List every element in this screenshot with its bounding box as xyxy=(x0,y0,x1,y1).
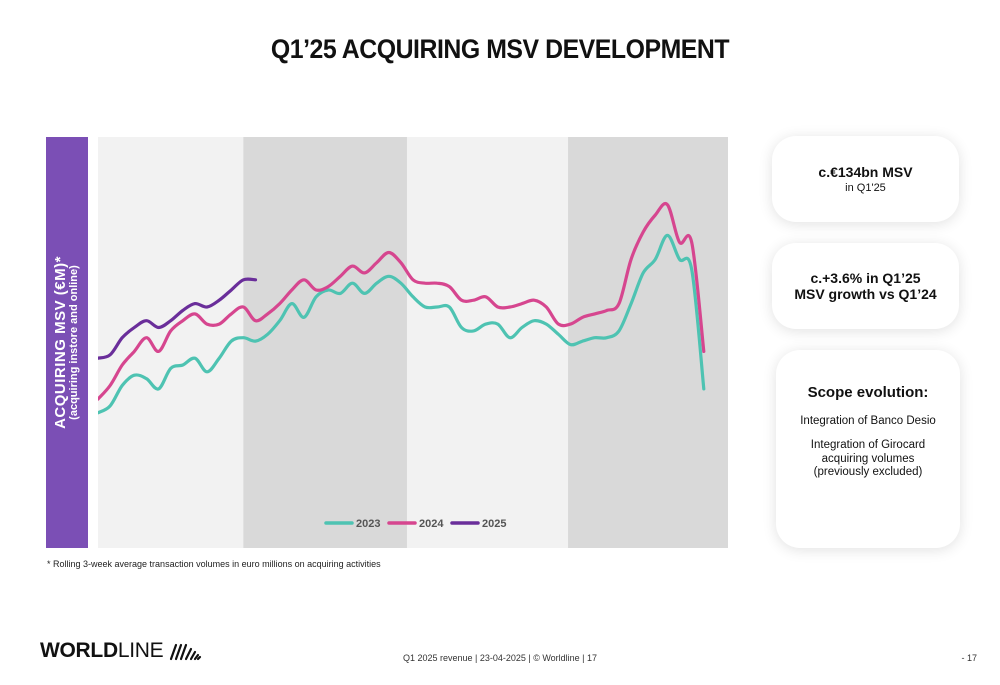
legend-label-2024: 2024 xyxy=(419,518,444,530)
logo-text-bold: WORLD xyxy=(40,639,118,662)
msv-growth-line2: MSV growth vs Q1’24 xyxy=(794,286,937,302)
y-axis-label-main: ACQUIRING MSV (€M)* xyxy=(52,256,70,429)
page-number: - 17 xyxy=(961,653,977,663)
series-line-2024 xyxy=(98,202,706,401)
msv-growth-card: c.+3.6% in Q1’25 MSV growth vs Q1’24 xyxy=(772,243,959,329)
msv-total-card: c.€134bn MSV in Q1'25 xyxy=(772,136,959,222)
chart-background-bands xyxy=(98,137,728,548)
msv-total-headline: c.€134bn MSV xyxy=(818,164,913,180)
y-axis-label-sub: (acquiring instore and online) xyxy=(68,265,81,420)
series-line-2025 xyxy=(98,277,258,360)
worldline-logo: WORLD LINE xyxy=(40,639,203,663)
worldline-wave-icon xyxy=(170,643,202,661)
scope-evolution-card: Scope evolution: Integration of Banco De… xyxy=(776,350,960,548)
legend-label-2025: 2025 xyxy=(482,518,506,530)
page-title: Q1’25 ACQUIRING MSV DEVELOPMENT xyxy=(270,34,730,64)
legend-label-2023: 2023 xyxy=(356,518,380,530)
footer-info: Q1 2025 revenue | 23-04-2025 | © Worldli… xyxy=(402,653,598,663)
chart-series-lines xyxy=(98,202,706,415)
msv-line-chart: 2023 2024 2025 xyxy=(98,137,728,548)
logo-text-light: LINE xyxy=(117,639,164,662)
y-axis-label: ACQUIRING MSV (€M)* (acquiring instore a… xyxy=(46,137,88,548)
msv-total-sub: in Q1'25 xyxy=(845,182,886,194)
scope-evolution-title: Scope evolution: xyxy=(807,384,929,401)
msv-growth-line1: c.+3.6% in Q1’25 xyxy=(810,270,921,286)
chart-legend: 2023 2024 2025 xyxy=(324,518,506,530)
scope-item-girocard: Integration of Girocard acquiring volume… xyxy=(810,438,926,479)
y-axis-label-bar: ACQUIRING MSV (€M)* (acquiring instore a… xyxy=(46,137,88,548)
shaded-band-1 xyxy=(243,137,407,548)
series-line-2023 xyxy=(98,233,706,415)
chart-footnote: * Rolling 3-week average transaction vol… xyxy=(47,559,381,569)
scope-item-banco-desio: Integration of Banco Desio xyxy=(800,415,936,427)
